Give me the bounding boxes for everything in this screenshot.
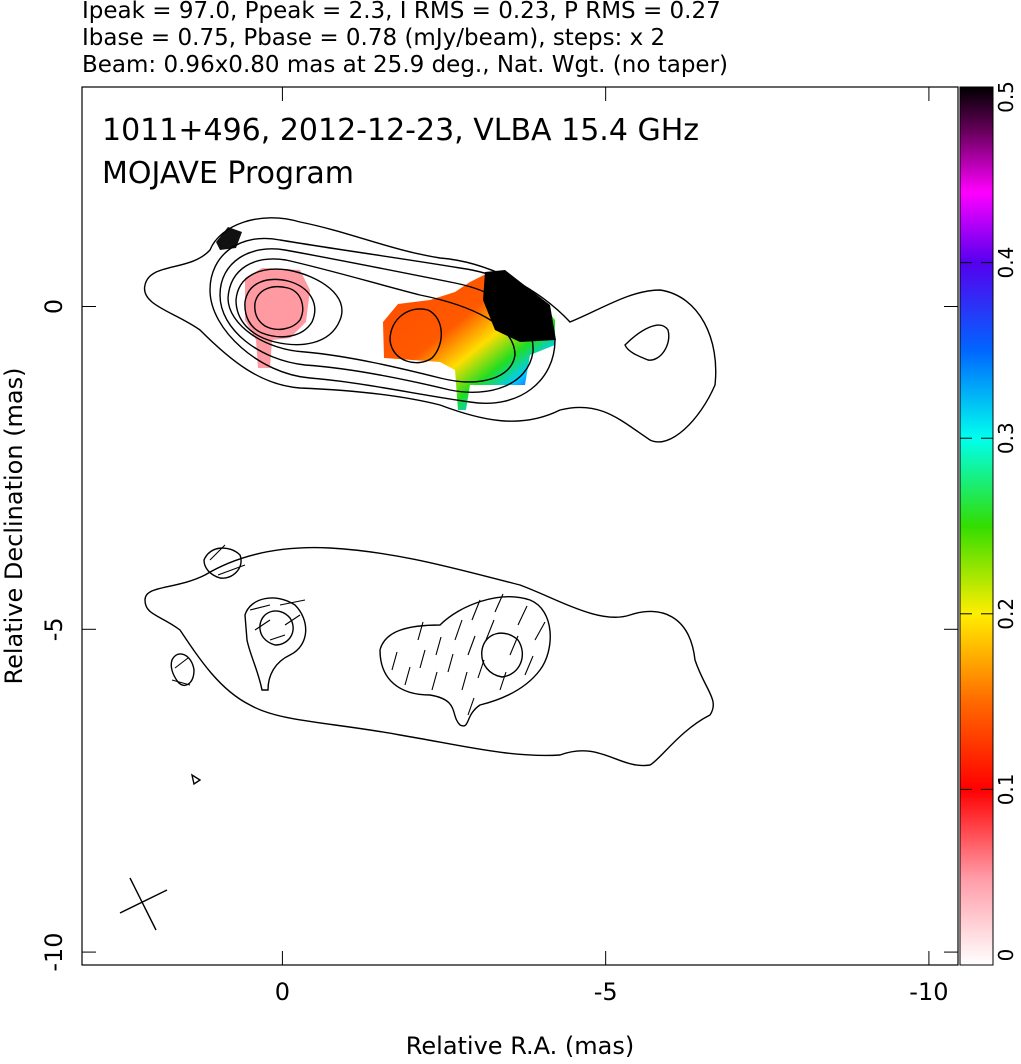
contour	[379, 596, 551, 727]
colorbar-tick-label: 0.2	[994, 598, 1018, 630]
contour	[227, 258, 516, 383]
contour	[244, 278, 316, 338]
annotations: 1011+496, 2012-12-23, VLBA 15.4 GHz MOJA…	[102, 113, 699, 191]
contour	[389, 308, 442, 364]
contours	[143, 217, 717, 786]
annotation: 1011+496, 2012-12-23, VLBA 15.4 GHz	[102, 113, 699, 148]
colorbar-tick-label: 0.5	[994, 81, 1018, 113]
colorbar-tick-label: 0.3	[994, 422, 1018, 454]
contour	[170, 653, 195, 687]
y-tick-label: -10	[40, 932, 68, 971]
header-line: Ibase = 0.75, Pbase = 0.78 (mJy/beam), s…	[82, 25, 665, 51]
e-vector	[209, 544, 226, 561]
x-tick-label: -10	[909, 978, 948, 1006]
y-tick-label: -5	[40, 617, 68, 641]
color-region	[216, 227, 242, 250]
image-layer	[216, 227, 556, 410]
e-vector-field	[391, 593, 546, 716]
plot-frame	[81, 86, 959, 966]
beam-minor	[129, 877, 157, 931]
contour	[254, 285, 304, 331]
colorbar-tick-label: 0.1	[994, 773, 1018, 805]
color-region	[245, 268, 310, 368]
e-vector	[279, 599, 306, 606]
e-vector	[269, 634, 286, 641]
y-axis-label: Relative Declination (mas)	[0, 367, 28, 684]
contour	[624, 324, 670, 361]
contour	[144, 546, 714, 767]
contour	[219, 248, 534, 393]
colorbar-tick-label: 0	[994, 949, 1018, 962]
header: Ipeak = 97.0, Ppeak = 2.3, I RMS = 0.23,…	[82, 0, 728, 78]
contour	[481, 632, 523, 678]
x-tick-label: -5	[594, 978, 618, 1006]
e-vector	[249, 604, 271, 611]
x-axis-label: Relative R.A. (mas)	[406, 1032, 634, 1060]
contour	[209, 237, 556, 404]
header-line: Ipeak = 97.0, Ppeak = 2.3, I RMS = 0.23,…	[82, 0, 721, 24]
header-line: Beam: 0.96x0.80 mas at 25.9 deg., Nat. W…	[82, 52, 728, 78]
colorbar-tick-label: 0.4	[994, 247, 1018, 279]
contour	[235, 268, 343, 346]
contour	[190, 773, 202, 786]
contour	[244, 597, 307, 691]
e-vector	[284, 614, 301, 626]
polarization-vectors	[171, 544, 546, 716]
e-vector	[174, 657, 189, 669]
e-vector	[171, 679, 191, 686]
color-region	[483, 270, 556, 342]
x-tick-label: 0	[275, 978, 290, 1006]
y-tick-label: 0	[40, 299, 68, 314]
contour	[143, 217, 717, 443]
colorbar	[959, 86, 994, 966]
beam-major	[119, 889, 168, 914]
contour	[259, 610, 294, 646]
annotation: MOJAVE Program	[102, 156, 354, 191]
contour	[203, 547, 242, 579]
e-vector	[217, 564, 246, 576]
e-vector	[254, 619, 271, 631]
beam	[119, 877, 168, 931]
